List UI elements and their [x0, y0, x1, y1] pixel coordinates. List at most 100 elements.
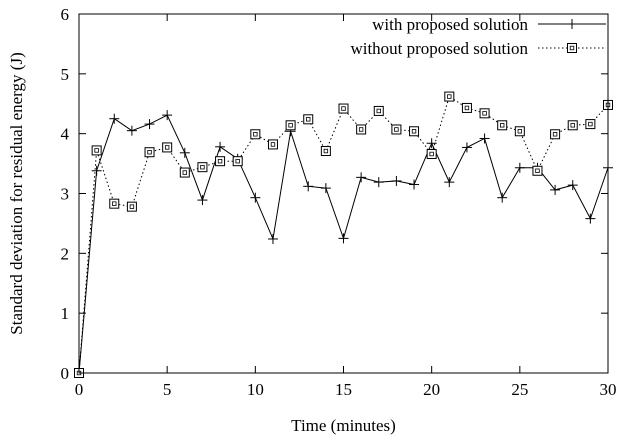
marker-outer [162, 142, 173, 153]
x-tick-label: 15 [335, 380, 352, 399]
marker-inner [253, 132, 258, 137]
data-point [444, 91, 455, 102]
data-point [179, 147, 190, 158]
legend-sample [538, 19, 606, 29]
data-point [126, 125, 137, 136]
data-point [197, 195, 208, 206]
marker-outer [91, 145, 102, 156]
ticks-layer [78, 13, 609, 374]
plot-frame [78, 13, 609, 374]
series-1 [74, 91, 613, 378]
data-point [162, 142, 173, 153]
marker-inner [94, 148, 99, 153]
data-point [550, 129, 561, 140]
series-line [78, 114, 609, 374]
data-point [250, 129, 261, 140]
data-point [162, 110, 173, 121]
data-point [479, 108, 490, 119]
marker-inner [552, 132, 558, 137]
marker-inner [341, 106, 346, 111]
marker-outer [320, 146, 331, 157]
marker-inner [464, 105, 470, 111]
legend-entry-with-solution: with proposed solution [372, 15, 606, 34]
marker-inner [499, 123, 505, 128]
marker-inner [147, 150, 152, 155]
data-point [109, 198, 120, 209]
marker-outer [391, 124, 402, 135]
marker-inner [429, 151, 434, 157]
data-point [585, 119, 596, 130]
marker-outer [461, 102, 472, 113]
marker-inner [323, 148, 329, 154]
marker-inner [376, 108, 381, 114]
marker-outer [550, 129, 561, 140]
data-point [303, 114, 314, 125]
data-point [532, 165, 543, 176]
data-point [426, 149, 437, 160]
data-point [215, 156, 226, 167]
data-point [585, 213, 596, 224]
data-point [497, 192, 508, 203]
marker-inner [270, 142, 276, 147]
marker-inner [200, 164, 205, 170]
legend-sample [538, 43, 606, 53]
legend-entry-without-solution: without proposed solution [350, 39, 606, 58]
marker-outer [179, 167, 190, 178]
data-point [550, 184, 561, 195]
data-point [567, 120, 578, 131]
data-point [373, 105, 384, 116]
marker-outer [267, 139, 278, 150]
x-tick-label: 5 [163, 380, 172, 399]
y-tick-label: 5 [61, 65, 70, 84]
data-point [285, 120, 296, 131]
x-tick-label: 20 [423, 380, 440, 399]
x-axis-title: Time (minutes) [291, 416, 396, 435]
data-point [303, 181, 314, 192]
marker-inner [217, 158, 223, 164]
marker-outer [197, 162, 208, 173]
marker-inner [447, 94, 452, 99]
data-point [338, 233, 349, 244]
marker-inner [182, 170, 187, 175]
series-layer [74, 91, 613, 378]
x-tick-label: 10 [247, 380, 264, 399]
data-point [215, 141, 226, 152]
legend-label: with proposed solution [372, 15, 528, 34]
legend-label: without proposed solution [350, 39, 528, 58]
data-point [267, 233, 278, 244]
marker-inner [588, 121, 593, 127]
legend: with proposed solution without proposed … [350, 15, 606, 58]
marker-inner [164, 145, 170, 150]
marker-outer [585, 119, 596, 130]
data-point [497, 120, 508, 131]
data-point [356, 124, 367, 135]
marker-outer [285, 120, 296, 131]
marker-outer [126, 201, 137, 212]
data-point [232, 156, 243, 167]
marker-inner [570, 123, 575, 128]
x-tick-label: 25 [511, 380, 528, 399]
data-point [461, 142, 472, 153]
data-point [426, 138, 437, 149]
y-tick-label: 6 [61, 5, 70, 24]
marker-outer [497, 120, 508, 131]
marker-inner [235, 158, 240, 164]
data-point [356, 172, 367, 183]
data-point [567, 180, 578, 191]
marker-inner [482, 111, 487, 116]
tick-labels-layer: 0 5 10 15 20 25 30 0 1 2 3 4 5 6 [61, 5, 617, 399]
marker-outer [444, 91, 455, 102]
y-tick-label: 4 [61, 125, 70, 144]
marker-inner [411, 129, 417, 134]
marker-outer [338, 103, 349, 114]
marker-outer [514, 126, 525, 137]
data-point [338, 103, 349, 114]
marker-outer [144, 147, 155, 158]
data-point [514, 162, 525, 173]
marker-outer [567, 120, 578, 131]
legend-marker [567, 19, 577, 29]
marker-outer [532, 165, 543, 176]
marker-outer [426, 149, 437, 160]
